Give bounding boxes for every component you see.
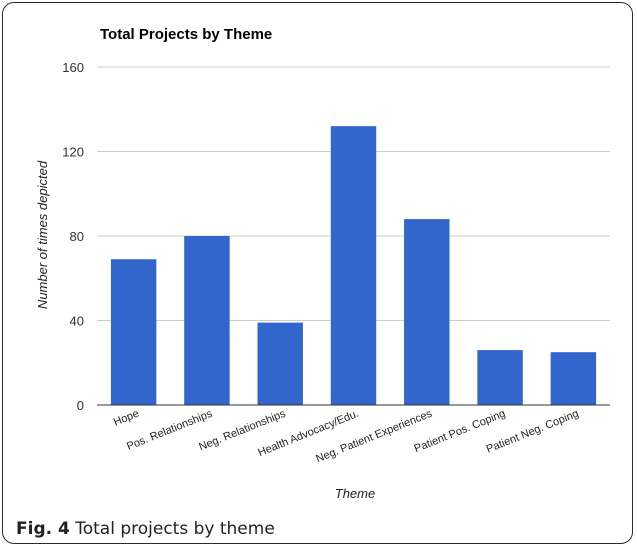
bar	[477, 350, 523, 405]
y-tick-label: 40	[70, 314, 84, 329]
bar	[184, 236, 230, 405]
y-tick-label: 0	[77, 398, 84, 413]
y-axis-title: Number of times depicted	[35, 160, 50, 309]
chart-title: Total Projects by Theme	[100, 26, 272, 43]
x-tick-label: Neg. Patient Experiences	[314, 407, 434, 465]
bar	[330, 126, 377, 406]
bar	[404, 219, 450, 405]
y-axis-ticks: 0 40 80 120 160	[62, 60, 84, 413]
y-tick-label: 160	[62, 60, 84, 75]
figure-frame	[2, 2, 633, 544]
x-tick-label: Hope	[112, 408, 141, 429]
bar	[257, 322, 303, 405]
y-tick-label: 80	[70, 229, 84, 244]
bar	[110, 259, 157, 405]
bar	[550, 352, 597, 405]
x-axis-title: Theme	[335, 486, 375, 501]
caption-text: Total projects by theme	[75, 519, 275, 539]
caption-label: Fig. 4	[16, 519, 70, 539]
bars	[110, 126, 597, 406]
figure-caption: Fig. 4 Total projects by theme	[16, 519, 275, 539]
y-tick-label: 120	[62, 145, 84, 160]
